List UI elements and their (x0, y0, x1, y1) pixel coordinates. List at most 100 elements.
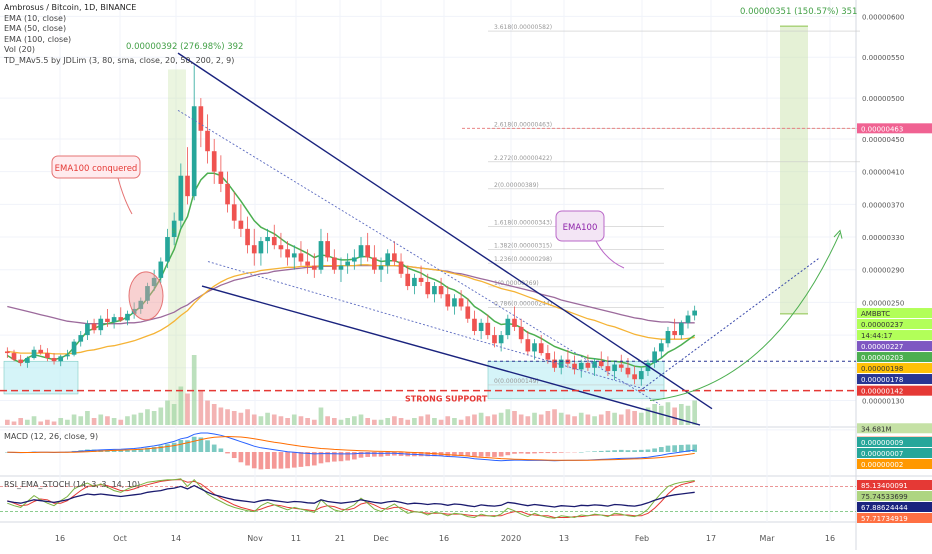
indicator-td-ma[interactable]: TD_MAv5.5 by JDLim (3, 80, sma, close, 2… (4, 56, 234, 67)
macd-histogram-bar (692, 445, 697, 452)
candle-body (45, 353, 50, 358)
symbol-title[interactable]: Ambrosus / Bitcoin, 1D, BINANCE (4, 3, 234, 14)
candle-body (65, 355, 70, 357)
candle-body (265, 237, 270, 241)
indicator-volume[interactable]: Vol (20) (4, 45, 234, 56)
stoch-title-text: RSI_EMA_STOCH (14, 3, 3, 14, 10) (4, 480, 140, 491)
move-label-2: 0.00000351 (150.57%) 351 (740, 7, 857, 17)
volume-bar (45, 420, 50, 425)
candle-body (212, 151, 217, 171)
candle-body (332, 257, 337, 269)
volume-bar (459, 420, 464, 425)
candle-body (319, 241, 324, 270)
macd-histogram-bar (172, 443, 177, 452)
macd-histogram-bar (259, 452, 264, 469)
indicator-ema100[interactable]: EMA (100, close) (4, 35, 234, 46)
candle-body (619, 365, 624, 368)
candle-body (546, 353, 551, 360)
time-tick-label: Mar (759, 534, 775, 543)
volume-bar (492, 415, 497, 426)
candle-body (639, 371, 644, 379)
candle-body (419, 278, 424, 282)
candle-body (118, 317, 123, 320)
price-tick-label: 0.00000500 (862, 95, 904, 103)
volume-bar (405, 420, 410, 425)
candle-body (672, 331, 677, 335)
indicator-ema50[interactable]: EMA (50, close) (4, 24, 234, 35)
candle-body (586, 363, 591, 368)
candle-body (479, 323, 484, 331)
macd-histogram-bar (599, 451, 604, 452)
time-tick-label: Feb (635, 534, 649, 543)
macd-histogram-bar (272, 452, 277, 469)
time-tick-label: 16 (55, 534, 65, 543)
macd-histogram-bar (205, 440, 210, 452)
candle-body (225, 184, 230, 204)
volume-bar (25, 420, 30, 425)
macd-histogram-bar (592, 451, 597, 452)
candle-body (38, 350, 43, 353)
volume-bar (592, 416, 597, 425)
candle-body (185, 176, 190, 196)
macd-histogram-bar (472, 452, 477, 457)
candle-body (112, 317, 117, 322)
macd-histogram-bar (165, 444, 170, 452)
macd-histogram-bar (606, 451, 611, 452)
support-box-left (4, 361, 78, 394)
macd-histogram-bar (552, 452, 557, 453)
macd-histogram-bar (632, 450, 637, 452)
fib-level-label: 1.382(0.00000315) (494, 242, 552, 249)
volume-bar (472, 415, 477, 426)
macd-histogram-bar (505, 452, 510, 455)
volume-bar (312, 420, 317, 425)
candle-body (659, 343, 664, 351)
volume-bar (52, 422, 57, 426)
stoch-title[interactable]: RSI_EMA_STOCH (14, 3, 3, 14, 10) (4, 480, 140, 491)
macd-histogram-bar (612, 450, 617, 452)
volume-bar (352, 416, 357, 425)
macd-histogram-bar (352, 452, 357, 459)
candle-body (626, 368, 631, 375)
price-label-text: AMBBTC (861, 310, 890, 318)
candle-body (472, 319, 477, 331)
candle-body (519, 327, 524, 339)
volume-bar (78, 416, 83, 425)
volume-bar (98, 415, 103, 426)
candle-body (58, 356, 63, 361)
candle-body (305, 262, 310, 266)
volume-bar (606, 411, 611, 425)
time-tick-label: 21 (335, 534, 345, 543)
volume-bar (612, 413, 617, 425)
stoch-value-text: 57.71734919 (861, 515, 908, 523)
time-tick-label: 14 (171, 534, 181, 543)
volume-bar (692, 401, 697, 426)
macd-histogram-bar (639, 450, 644, 452)
candle-body (379, 266, 384, 270)
volume-bar (632, 411, 637, 425)
candle-body (405, 274, 410, 286)
ema100-conquer-circle (129, 272, 163, 320)
candle-body (259, 241, 264, 253)
candle-body (459, 298, 464, 306)
volume-bar (379, 420, 384, 425)
candle-body (612, 365, 617, 372)
macd-histogram-bar (659, 447, 664, 452)
macd-title[interactable]: MACD (12, 26, close, 9) (4, 432, 98, 443)
volume-bar (305, 418, 310, 425)
macd-histogram-bar (499, 452, 504, 457)
volume-bar (499, 413, 504, 425)
fib-level-label: 2(0.00000389) (494, 182, 539, 189)
volume-bar (339, 420, 344, 425)
candle-body (219, 172, 224, 184)
indicator-ema10[interactable]: EMA (10, close) (4, 14, 234, 25)
macd-histogram-bar (626, 450, 631, 452)
volume-bar (285, 418, 290, 425)
time-tick-label: 16 (439, 534, 449, 543)
candle-body (385, 253, 390, 265)
price-label-text: 0.00000178 (861, 376, 903, 384)
candle-body (412, 278, 417, 286)
volume-bar (552, 409, 557, 425)
candle-body (439, 286, 444, 294)
candle-body (5, 351, 10, 353)
candle-body (312, 266, 317, 270)
